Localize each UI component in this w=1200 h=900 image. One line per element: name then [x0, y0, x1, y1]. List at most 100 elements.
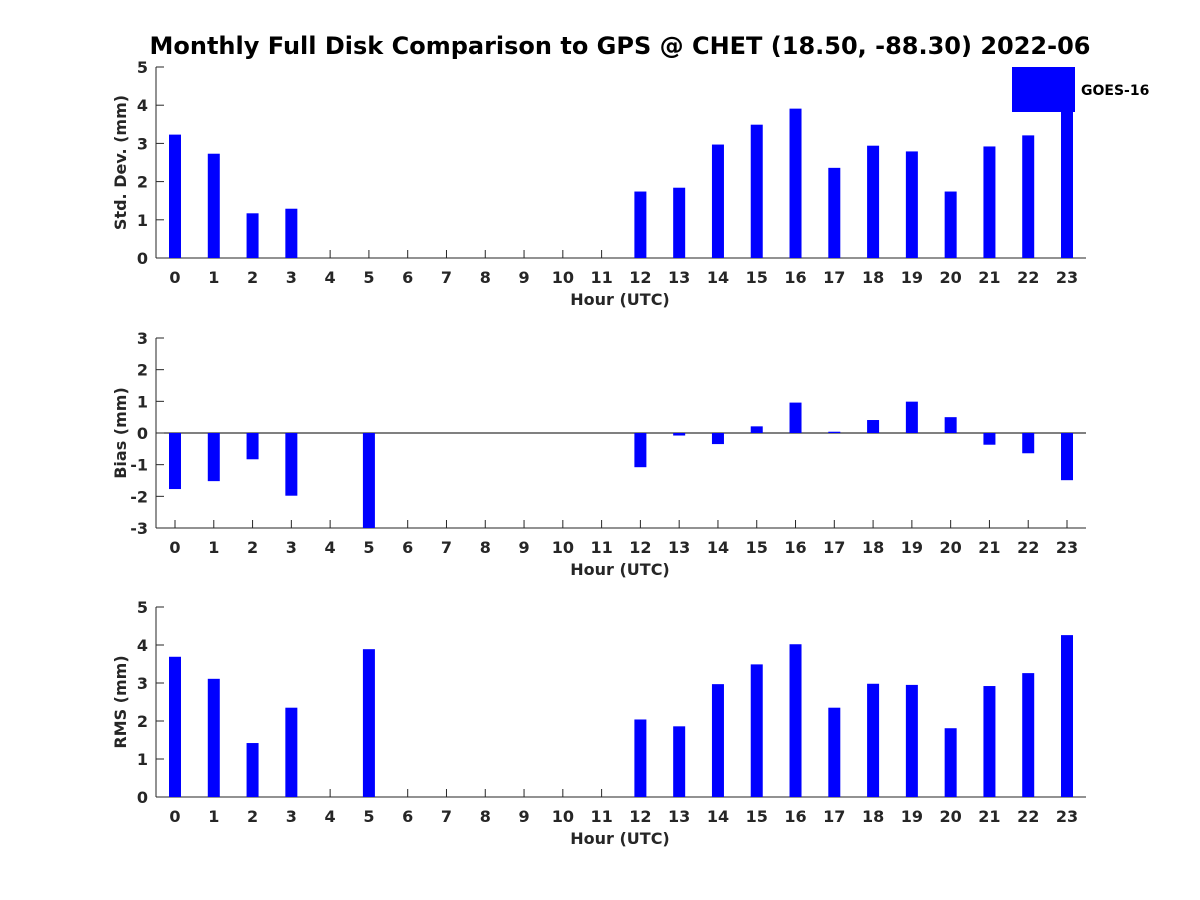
- bar-std-23: [1061, 105, 1073, 258]
- bar-bias-15: [750, 426, 763, 433]
- x-tick-label: 11: [590, 268, 612, 287]
- bar-std-19: [905, 151, 918, 258]
- bar-bias-21: [983, 433, 996, 445]
- y-tick-label: 3: [137, 674, 148, 693]
- bar-rms-15: [750, 664, 763, 797]
- x-tick-label: 1: [208, 807, 219, 826]
- y-tick-label: -2: [130, 487, 148, 506]
- bar-std-18: [867, 145, 880, 258]
- bar-rms-5: [362, 649, 375, 797]
- y-axis-label: RMS (mm): [111, 655, 130, 748]
- y-tick-label: 2: [137, 173, 148, 192]
- bar-rms-14: [711, 684, 724, 797]
- x-tick-label: 15: [746, 807, 768, 826]
- bar-bias-0: [169, 433, 181, 490]
- x-tick-label: 21: [978, 538, 1000, 557]
- x-tick-label: 21: [978, 807, 1000, 826]
- x-tick-label: 11: [590, 807, 612, 826]
- x-tick-label: 1: [208, 268, 219, 287]
- bar-std-22: [1022, 135, 1035, 258]
- x-axis-label: Hour (UTC): [570, 829, 670, 848]
- x-tick-label: 7: [441, 268, 452, 287]
- x-tick-label: 22: [1017, 538, 1039, 557]
- y-tick-label: 2: [137, 361, 148, 380]
- x-tick-label: 13: [668, 268, 690, 287]
- x-axis-label: Hour (UTC): [570, 290, 670, 309]
- x-tick-label: 13: [668, 807, 690, 826]
- bar-bias-1: [207, 433, 220, 482]
- x-tick-label: 2: [247, 268, 258, 287]
- y-tick-label: -3: [130, 519, 148, 538]
- bar-bias-2: [246, 433, 259, 460]
- bar-std-0: [169, 134, 181, 258]
- x-tick-label: 13: [668, 538, 690, 557]
- y-tick-label: 0: [137, 424, 148, 443]
- bar-bias-14: [711, 433, 724, 445]
- bar-rms-22: [1022, 673, 1035, 797]
- bar-bias-17: [828, 431, 841, 433]
- x-tick-label: 3: [286, 538, 297, 557]
- y-tick-label: 2: [137, 712, 148, 731]
- x-tick-label: 8: [480, 538, 491, 557]
- bar-bias-19: [905, 401, 918, 433]
- y-tick-label: -1: [130, 456, 148, 475]
- y-tick-label: 4: [137, 96, 148, 115]
- bar-rms-20: [944, 728, 957, 797]
- figure-title: Monthly Full Disk Comparison to GPS @ CH…: [150, 32, 1091, 60]
- x-tick-label: 16: [784, 268, 806, 287]
- bar-rms-23: [1061, 635, 1073, 797]
- y-tick-label: 5: [137, 598, 148, 617]
- y-tick-label: 3: [137, 134, 148, 153]
- x-tick-label: 10: [552, 538, 574, 557]
- x-tick-label: 4: [325, 807, 336, 826]
- bar-rms-16: [789, 644, 802, 797]
- x-tick-label: 23: [1056, 807, 1078, 826]
- x-tick-label: 23: [1056, 538, 1078, 557]
- y-tick-label: 5: [137, 58, 148, 77]
- x-tick-label: 12: [629, 538, 651, 557]
- bar-rms-17: [828, 707, 841, 797]
- x-tick-label: 7: [441, 538, 452, 557]
- bar-std-13: [673, 187, 686, 258]
- x-tick-label: 14: [707, 807, 729, 826]
- bar-bias-13: [673, 433, 686, 436]
- bar-std-14: [711, 144, 724, 258]
- y-tick-label: 1: [137, 392, 148, 411]
- bar-rms-2: [246, 743, 259, 797]
- bar-bias-20: [944, 417, 957, 433]
- x-tick-label: 19: [901, 268, 923, 287]
- x-tick-label: 6: [402, 268, 413, 287]
- bar-std-3: [285, 208, 298, 258]
- bar-bias-18: [867, 420, 880, 433]
- bar-bias-3: [285, 433, 298, 496]
- x-tick-label: 10: [552, 268, 574, 287]
- x-tick-label: 23: [1056, 268, 1078, 287]
- x-tick-label: 17: [823, 268, 845, 287]
- x-tick-label: 9: [518, 538, 529, 557]
- bar-rms-21: [983, 686, 996, 797]
- x-tick-label: 19: [901, 807, 923, 826]
- y-tick-label: 3: [137, 329, 148, 348]
- bar-bias-5: [362, 433, 375, 528]
- x-tick-label: 0: [169, 268, 180, 287]
- x-tick-label: 15: [746, 538, 768, 557]
- x-tick-label: 10: [552, 807, 574, 826]
- y-tick-label: 0: [137, 788, 148, 807]
- legend: GOES-16: [1012, 67, 1149, 112]
- x-tick-label: 8: [480, 268, 491, 287]
- x-tick-label: 17: [823, 538, 845, 557]
- x-tick-label: 2: [247, 538, 258, 557]
- bar-bias-23: [1061, 433, 1073, 481]
- x-tick-label: 20: [940, 268, 962, 287]
- bar-std-16: [789, 108, 802, 258]
- x-tick-label: 18: [862, 268, 884, 287]
- x-tick-label: 5: [363, 268, 374, 287]
- x-tick-label: 14: [707, 268, 729, 287]
- bar-std-1: [207, 153, 220, 258]
- bar-std-17: [828, 167, 841, 258]
- bar-std-15: [750, 124, 763, 258]
- x-tick-label: 11: [590, 538, 612, 557]
- x-tick-label: 12: [629, 268, 651, 287]
